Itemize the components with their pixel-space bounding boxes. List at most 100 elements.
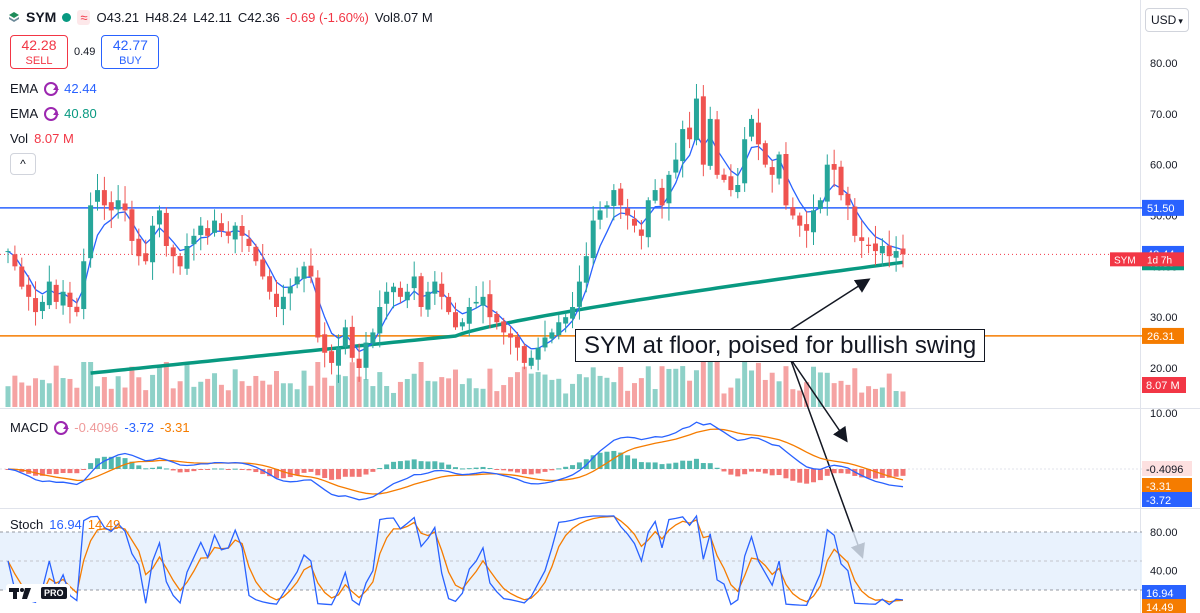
- candle-body: [508, 333, 514, 338]
- macd-hist-bar: [260, 469, 266, 475]
- volume-bar: [597, 375, 603, 407]
- macd-hist-bar: [652, 462, 658, 469]
- macd-hist-bar: [342, 469, 348, 477]
- volume-bar: [349, 362, 355, 407]
- volume-legend[interactable]: Vol 8.07 M: [10, 131, 74, 146]
- candle-body: [191, 235, 197, 245]
- candle-body: [625, 208, 631, 216]
- volume-bar: [411, 373, 417, 407]
- volume-bar: [563, 393, 569, 407]
- candle-body: [198, 225, 204, 236]
- macd-hist-bar: [404, 460, 410, 469]
- buy-button[interactable]: 42.77 BUY: [101, 35, 160, 69]
- macd-hist-bar: [232, 468, 238, 470]
- volume-bar: [866, 386, 872, 407]
- macd-hist-bar: [673, 462, 679, 469]
- volume-axis-label-bg: [1142, 377, 1186, 393]
- volume-bar: [535, 372, 541, 407]
- volume-bar: [728, 387, 734, 407]
- candle-body: [280, 296, 286, 310]
- candle-body: [136, 238, 142, 257]
- stoch-legend[interactable]: Stoch 16.94 14.49: [10, 517, 120, 532]
- macd-hist-bar: [790, 469, 796, 481]
- candle-body: [301, 266, 307, 279]
- volume-bar: [693, 370, 699, 407]
- macd-hist-bar: [845, 469, 851, 474]
- candle-body: [466, 307, 472, 324]
- candle-body: [267, 276, 273, 292]
- candle-body: [453, 312, 458, 328]
- volume-bar: [521, 366, 527, 407]
- trade-panel: 42.28 SELL 0.49 42.77 BUY: [10, 35, 160, 69]
- macd-hist-bar: [453, 467, 458, 469]
- volume-bar: [184, 363, 190, 407]
- candle-body: [872, 243, 878, 252]
- volume-bar: [39, 379, 45, 407]
- candle-body: [721, 174, 727, 180]
- candle-body: [645, 200, 651, 238]
- candle-body: [377, 307, 383, 334]
- volume-legend-value: 8.07 M: [34, 131, 74, 146]
- volume-bar: [370, 386, 376, 407]
- volume-bar: [762, 379, 768, 407]
- volume-bar: [377, 372, 383, 407]
- macd-hist-bar: [762, 469, 768, 474]
- candle-body: [680, 129, 686, 162]
- volume-bar: [446, 378, 452, 407]
- symbol-tag-bg: [1110, 252, 1142, 267]
- ema-slow-settings-icon[interactable]: [44, 106, 60, 121]
- macd-settings-icon[interactable]: [54, 420, 70, 435]
- ema-slow-legend[interactable]: EMA 40.80: [10, 106, 97, 121]
- volume-bar: [397, 381, 403, 407]
- macd-hist-bar: [680, 460, 686, 469]
- macd-hist-bar: [893, 469, 899, 477]
- candle-body: [728, 176, 734, 191]
- candle-body: [556, 322, 562, 336]
- volume-bar: [900, 391, 906, 407]
- tradingview-logo[interactable]: PRO: [6, 584, 70, 602]
- sell-button[interactable]: 42.28 SELL: [10, 35, 68, 69]
- macd-hist-bar: [783, 469, 789, 479]
- macd-hist-bar: [301, 469, 307, 473]
- ema-fast-legend[interactable]: EMA 42.44: [10, 81, 97, 96]
- candle-body: [893, 251, 899, 258]
- macd-hist-bar: [177, 469, 183, 473]
- volume-bar: [549, 379, 555, 407]
- axis-price-label-bg: [1142, 199, 1184, 216]
- volume-bar: [824, 372, 830, 407]
- candle-body: [225, 231, 231, 236]
- ema-fast-settings-icon[interactable]: [44, 81, 60, 96]
- candle-body: [60, 291, 66, 306]
- volume-bar: [707, 362, 713, 407]
- macd-hist-bar: [618, 452, 624, 469]
- annotation-callout[interactable]: SYM at floor, poised for bullish swing: [575, 329, 986, 362]
- stoch-k-value: 16.94: [49, 517, 82, 532]
- volume-bar: [322, 377, 328, 407]
- candle-body: [12, 254, 18, 267]
- symbol-name[interactable]: SYM: [26, 9, 57, 25]
- macd-hist-bar: [659, 464, 665, 469]
- sell-price: 42.28: [21, 37, 57, 53]
- volume-bar: [363, 379, 369, 407]
- volume-bar: [755, 362, 761, 407]
- candle-body: [749, 118, 755, 137]
- macd-hist-bar: [859, 469, 865, 478]
- currency-selector[interactable]: USD ▾: [1145, 8, 1189, 32]
- macd-hist-bar: [136, 465, 142, 469]
- volume-bar: [432, 381, 438, 407]
- macd-hist-bar: [824, 469, 830, 476]
- candle-body: [618, 188, 624, 206]
- axis-price-label: 51.50: [1147, 203, 1175, 215]
- macd-legend[interactable]: MACD -0.4096 -3.72 -3.31: [10, 420, 190, 435]
- volume-bar: [487, 368, 493, 407]
- volume-bar: [570, 383, 576, 407]
- approx-icon[interactable]: ≈: [77, 9, 91, 25]
- volume-bar: [632, 383, 637, 407]
- volume-bar: [225, 390, 231, 407]
- macd-hist-bar: [225, 469, 231, 470]
- candle-body: [824, 164, 830, 202]
- collapse-legend-button[interactable]: ^: [10, 153, 36, 175]
- candle-body: [535, 347, 541, 360]
- macd-hist-bar: [122, 458, 128, 469]
